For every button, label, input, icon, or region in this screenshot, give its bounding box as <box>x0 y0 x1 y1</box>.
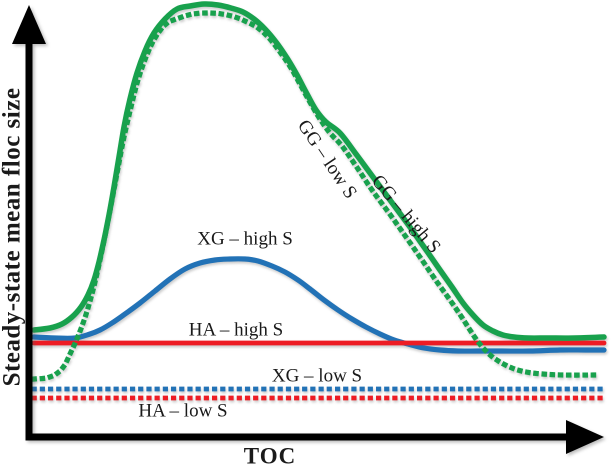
y-axis-line <box>25 38 33 440</box>
curve-gg-low-s <box>31 10 604 382</box>
curve-label-xg-low-s: XG – low S <box>272 365 362 386</box>
curves <box>31 1 607 401</box>
axes <box>12 5 604 454</box>
x-axis-arrow-icon <box>566 420 604 454</box>
curve-label-gg-high-s: GG – high S <box>367 171 445 258</box>
curve-gg-high-s <box>31 1 607 341</box>
curve-label-ha-low-s: HA – low S <box>138 400 227 421</box>
y-axis-title: Steady-state mean floc size <box>0 88 26 387</box>
x-axis-line <box>25 433 571 441</box>
y-axis-arrow-icon <box>12 5 46 44</box>
curve-label-xg-high-s: XG – high S <box>197 228 293 249</box>
curve-label-ha-high-s: HA – high S <box>189 319 284 340</box>
x-axis-title: TOC <box>244 443 296 468</box>
curve-xg-high-s <box>31 256 607 354</box>
